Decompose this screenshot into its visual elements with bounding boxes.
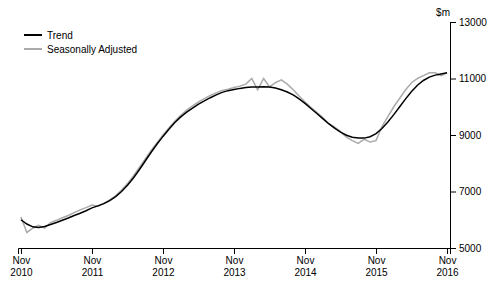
x-tick-mark [234,248,235,254]
legend-label: Seasonally Adjusted [47,44,137,55]
lines [21,73,447,233]
series-line [21,73,447,228]
legend-item: Seasonally Adjusted [24,44,137,55]
series-line [21,73,447,233]
x-tick-mark [305,248,306,254]
y-tick: 7000 [450,186,482,197]
x-tick-label: Nov2011 [82,255,104,278]
y-tick-label: 9000 [459,130,482,141]
x-tick-mark [92,248,93,254]
x-tick: Nov2010 [10,248,33,278]
x-tick-label: Nov2014 [294,255,317,278]
legend: Trend Seasonally Adjusted [24,30,137,55]
x-tick: Nov2015 [365,248,388,278]
x-tick-mark [21,248,22,254]
chart: Nov2010 Nov2011 Nov2012 Nov2013 Nov2014 Nov20… [0,0,496,284]
x-tick-label: Nov2010 [10,255,33,278]
x-tick: Nov2016 [436,248,459,278]
y-tick-mark [450,79,456,80]
x-tick-mark [376,248,377,254]
y-tick: 11000 [450,73,487,84]
x-tick-label: Nov2015 [365,255,388,278]
x-tick: Nov2012 [152,248,175,278]
x-axis-line [19,249,451,255]
x-tick: Nov2013 [223,248,246,278]
x-tick: Nov2011 [82,248,104,278]
x-tick-mark [163,248,164,254]
legend-item: Trend [24,30,73,41]
y-tick-mark [450,135,456,136]
y-tick: 5000 [450,243,482,254]
y-axis-line [451,23,457,249]
x-tick-label: Nov2012 [152,255,175,278]
y-label: $m [436,7,450,18]
y-tick-mark [450,22,456,23]
plot: Nov2010 Nov2011 Nov2012 Nov2013 Nov2014 Nov20… [10,7,487,278]
y-axis: 5000 7000 9000 11000 13000 [450,17,487,254]
y-tick-label: 7000 [459,186,482,197]
legend-label: Trend [47,30,73,41]
y-tick-label: 13000 [459,17,487,28]
x-tick-label: Nov2016 [436,255,459,278]
x-tick-mark [447,248,448,254]
y-tick-mark [450,248,456,249]
y-tick-label: 5000 [459,243,482,254]
y-tick-mark [450,192,456,193]
y-tick-label: 11000 [459,73,487,84]
legend-swatch [24,48,42,50]
legend-swatch [24,34,42,36]
x-axis: Nov2010 Nov2011 Nov2012 Nov2013 Nov2014 Nov20… [10,248,459,278]
y-tick: 9000 [450,130,482,141]
y-tick: 13000 [450,17,487,28]
x-tick-label: Nov2013 [223,255,246,278]
x-tick: Nov2014 [294,248,317,278]
